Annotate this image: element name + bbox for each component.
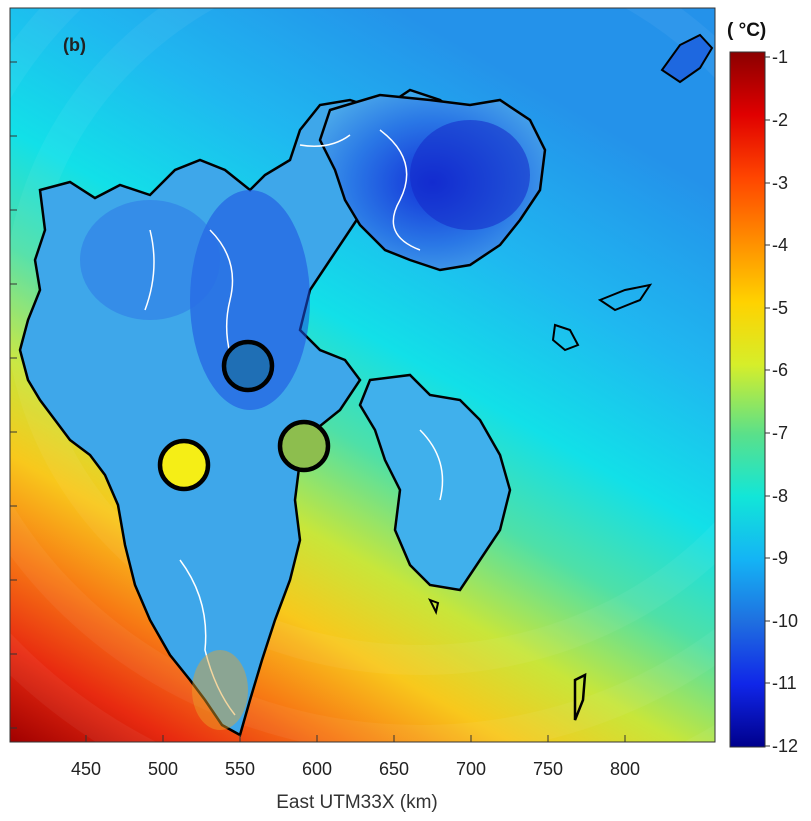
x-tick-label: 550: [225, 759, 255, 779]
colorbar-tick-label: -7: [772, 423, 788, 443]
x-tick-label: 650: [379, 759, 409, 779]
small-island: [573, 672, 587, 721]
x-axis-title: East UTM33X (km): [276, 792, 438, 813]
x-tick-label: 700: [456, 759, 486, 779]
kvitoya-island: [660, 33, 714, 84]
colorbar-unit: ( °C): [727, 20, 766, 41]
colorbar-tick-label: -5: [772, 298, 788, 318]
colorbar-tick-label: -9: [772, 548, 788, 568]
spitsbergen-island: [18, 88, 472, 737]
small-island: [427, 598, 440, 615]
colorbar: ( °C) -1 -2 -3 -4 -5 -6 -7 -8 -9 -10 -11…: [727, 20, 798, 756]
y-ticks: [10, 61, 17, 729]
colorbar-tick-label: -12: [772, 736, 798, 756]
colorbar-tick-label: -6: [772, 360, 788, 380]
x-tick-label: 750: [533, 759, 563, 779]
small-island: [551, 323, 580, 352]
colorbar-tick-label: -8: [772, 486, 788, 506]
colorbar-tick-label: -2: [772, 110, 788, 130]
x-tick-label: 600: [302, 759, 332, 779]
colorbar-scale: [729, 51, 766, 748]
x-tick-label: 800: [610, 759, 640, 779]
station-markers: [157, 339, 331, 492]
small-island: [597, 283, 653, 312]
x-axis: 450 500 550 600 650 700 750 800 East UTM…: [71, 735, 640, 813]
colorbar-tick-label: -10: [772, 611, 798, 631]
edgeoya-island: [358, 373, 512, 592]
x-tick-label: 500: [148, 759, 178, 779]
plot-frame: [9, 7, 716, 743]
x-tick-label: 450: [71, 759, 101, 779]
colorbar-tick-label: -11: [772, 673, 797, 693]
colorbar-tick-label: -4: [772, 235, 788, 255]
green-station-marker: [277, 419, 331, 473]
panel-label: (b): [63, 35, 86, 55]
yellow-station-marker: [157, 438, 211, 492]
colorbar-tick-label: -3: [772, 173, 788, 193]
colorbar-tick-label: -1: [772, 47, 788, 67]
blue-station-marker: [221, 339, 275, 393]
